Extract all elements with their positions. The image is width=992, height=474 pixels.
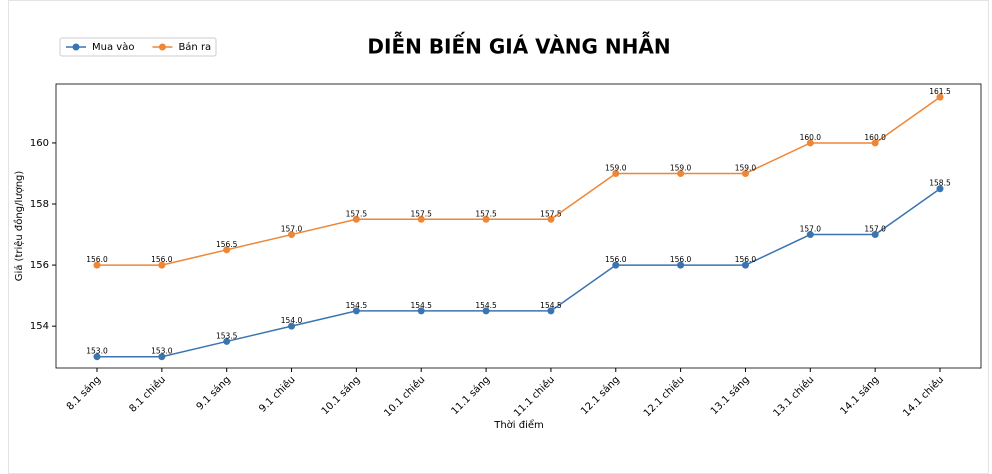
data-point	[806, 231, 814, 239]
y-tick-label: 158	[30, 199, 49, 210]
data-point	[223, 337, 231, 345]
data-label: 154.5	[410, 301, 432, 310]
x-tick-label: 9.1 sáng	[194, 374, 233, 413]
data-point	[158, 353, 166, 361]
data-point	[417, 307, 425, 315]
data-label: 154.0	[281, 316, 303, 325]
data-point	[677, 261, 685, 269]
data-point	[741, 261, 749, 269]
data-point	[936, 185, 944, 193]
chart-title: DIỄN BIẾN GIÁ VÀNG NHẪN	[367, 32, 670, 59]
data-label: 157.0	[864, 225, 886, 234]
legend-label: Bán ra	[178, 41, 211, 53]
x-tick-label: 10.1 sáng	[319, 374, 362, 417]
x-tick-label: 13.1 sáng	[708, 374, 751, 417]
data-label: 157.5	[540, 209, 562, 218]
data-point	[741, 169, 749, 177]
data-point	[547, 215, 555, 223]
series-line	[97, 96, 941, 266]
data-point	[158, 261, 166, 269]
data-point	[482, 215, 490, 223]
data-label: 154.5	[475, 301, 497, 310]
data-label: 156.0	[86, 255, 108, 264]
y-axis-label: Giá (triệu đồng/lượng)	[13, 171, 25, 282]
series-line	[97, 188, 941, 358]
y-tick-label: 160	[30, 138, 49, 149]
data-label: 153.0	[151, 347, 173, 356]
data-label: 156.0	[151, 255, 173, 264]
data-point	[547, 307, 555, 315]
data-label: 159.0	[670, 163, 692, 172]
data-point	[482, 307, 490, 315]
data-label: 160.0	[800, 133, 822, 142]
legend-box	[59, 37, 217, 57]
data-point	[936, 93, 944, 101]
data-label: 158.5	[929, 179, 951, 188]
data-label: 156.0	[605, 255, 627, 264]
legend-marker	[158, 43, 166, 51]
data-point	[93, 353, 101, 361]
data-label: 161.5	[929, 87, 951, 96]
frame	[8, 0, 989, 474]
y-tick-label: 154	[30, 321, 49, 332]
data-point	[871, 231, 879, 239]
data-label: 154.5	[346, 301, 368, 310]
x-tick-label: 14.1 chiều	[900, 374, 946, 420]
data-point	[871, 139, 879, 147]
data-point	[93, 261, 101, 269]
x-tick-label: 10.1 chiều	[382, 374, 428, 420]
data-label: 159.0	[605, 163, 627, 172]
y-tick-label: 156	[30, 260, 49, 271]
data-point	[352, 307, 360, 315]
x-axis-label: Thời điểm	[493, 418, 544, 431]
x-tick-label: 8.1 chiều	[127, 374, 168, 415]
data-label: 153.5	[216, 331, 238, 340]
data-point	[288, 322, 296, 330]
x-tick-label: 11.1 sáng	[449, 374, 492, 417]
data-label: 157.0	[800, 225, 822, 234]
data-label: 154.5	[540, 301, 562, 310]
data-point	[612, 261, 620, 269]
data-label: 157.0	[281, 225, 303, 234]
data-point	[677, 169, 685, 177]
data-label: 159.0	[735, 163, 757, 172]
data-label: 157.5	[410, 209, 432, 218]
data-label: 156.5	[216, 240, 238, 249]
x-tick-label: 12.1 sáng	[578, 374, 621, 417]
x-tick-label: 12.1 chiều	[641, 374, 687, 420]
x-tick-label: 9.1 chiều	[257, 374, 298, 415]
x-tick-label: 14.1 sáng	[838, 374, 881, 417]
data-label: 153.0	[86, 347, 108, 356]
data-label: 157.5	[346, 209, 368, 218]
data-point	[288, 231, 296, 239]
data-label: 156.0	[670, 255, 692, 264]
x-tick-label: 13.1 chiều	[771, 374, 817, 420]
data-point	[806, 139, 814, 147]
data-point	[352, 215, 360, 223]
data-point	[417, 215, 425, 223]
legend-marker	[72, 43, 80, 51]
data-label: 157.5	[475, 209, 497, 218]
data-label: 156.0	[735, 255, 757, 264]
data-label: 160.0	[864, 133, 886, 142]
legend: Mua vào Bán ra	[59, 37, 217, 57]
data-point	[612, 169, 620, 177]
x-tick-label: 8.1 sáng	[64, 374, 103, 413]
plot-area	[55, 83, 982, 369]
data-point	[223, 246, 231, 254]
legend-label: Mua vào	[92, 41, 134, 53]
x-tick-label: 11.1 chiều	[511, 374, 557, 420]
